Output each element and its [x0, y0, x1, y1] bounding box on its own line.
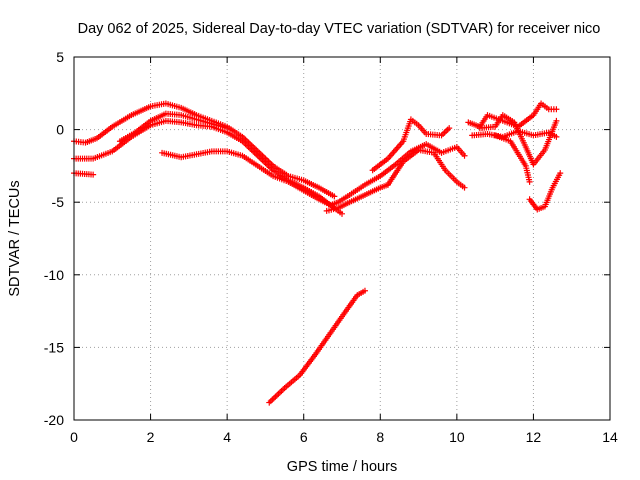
- y-tick-label: -5: [52, 194, 65, 210]
- data-point: [224, 125, 231, 132]
- data-point: [461, 184, 468, 191]
- y-tick-label: -10: [44, 267, 64, 283]
- data-point: [461, 152, 468, 159]
- y-axis-label: SDTVAR / TECUs: [7, 180, 23, 296]
- chart-title: Day 062 of 2025, Sidereal Day-to-day VTE…: [78, 21, 601, 37]
- y-tick-label: 5: [56, 49, 64, 65]
- data-point: [553, 106, 560, 113]
- series-track-12: [492, 132, 533, 185]
- plot-frame: [73, 56, 611, 421]
- x-tick-label: 6: [300, 429, 308, 445]
- series-track-6: [323, 181, 391, 214]
- data-point: [553, 117, 560, 124]
- series-track-14: [266, 287, 368, 406]
- y-tick-label: -20: [44, 412, 64, 428]
- data-point: [361, 287, 368, 294]
- y-tick-label: 0: [56, 122, 64, 138]
- x-tick-label: 8: [376, 429, 384, 445]
- x-tick-label: 12: [526, 429, 542, 445]
- data-point: [446, 125, 453, 132]
- x-tick-label: 10: [449, 429, 465, 445]
- data-points: [71, 100, 564, 406]
- data-point: [557, 170, 564, 177]
- series-track-13: [526, 170, 564, 213]
- data-point: [90, 171, 97, 178]
- data-point: [553, 133, 560, 140]
- data-point: [526, 178, 533, 185]
- data-point: [331, 193, 338, 200]
- axis-ticks: 0 2 4 6 8 10 12 14 5 0 -5 -10 -15 -20: [44, 49, 618, 445]
- data-point: [339, 210, 345, 217]
- x-axis-label: GPS time / hours: [287, 459, 397, 475]
- y-tick-label: -15: [44, 339, 64, 355]
- series-track-5: [71, 170, 97, 178]
- x-tick-label: 0: [70, 429, 78, 445]
- x-tick-label: 2: [147, 429, 155, 445]
- series-track-11: [476, 112, 560, 168]
- series-track-7: [369, 116, 453, 174]
- x-tick-label: 4: [223, 429, 231, 445]
- series-track-8: [384, 146, 468, 191]
- grid: [74, 57, 610, 420]
- x-tick-label: 14: [602, 429, 618, 445]
- series-track-3: [116, 110, 231, 145]
- series-track-1: [71, 100, 338, 200]
